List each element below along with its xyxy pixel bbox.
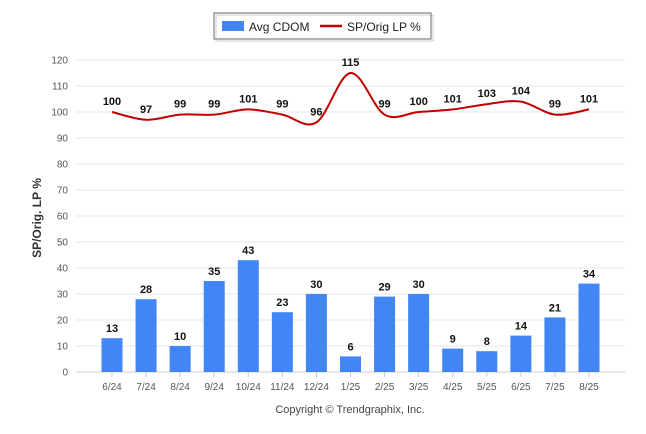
x-tick-label: 4/25 bbox=[443, 382, 463, 393]
bar bbox=[237, 260, 259, 372]
legend: Avg CDOM SP/Orig LP % bbox=[213, 12, 434, 42]
x-tick-label: 3/25 bbox=[409, 382, 429, 393]
bar-value-label: 13 bbox=[106, 323, 118, 335]
line-value-label: 100 bbox=[103, 96, 121, 108]
y-tick-label: 80 bbox=[57, 160, 69, 171]
x-tick-label: 2/25 bbox=[375, 382, 395, 393]
bar bbox=[476, 351, 498, 372]
bar-value-label: 10 bbox=[174, 331, 186, 343]
bar bbox=[135, 299, 157, 372]
line-value-label: 97 bbox=[140, 104, 152, 116]
bar-value-label: 43 bbox=[242, 245, 254, 257]
bar-value-label: 8 bbox=[484, 336, 490, 348]
bar bbox=[271, 312, 293, 372]
x-tick-label: 11/24 bbox=[270, 382, 295, 393]
bar bbox=[101, 338, 123, 372]
bar-data-labels: 13 28 10 35 43 23 30 6 29 30 9 8 14 21 34 bbox=[106, 245, 596, 353]
x-tick-label: 6/24 bbox=[102, 382, 122, 393]
bar-value-label: 14 bbox=[515, 321, 528, 333]
bar-value-label: 28 bbox=[140, 284, 152, 296]
line-value-label: 115 bbox=[342, 57, 360, 69]
x-tick-label: 8/24 bbox=[170, 382, 190, 393]
y-tick-label: 110 bbox=[52, 82, 68, 93]
line-value-label: 99 bbox=[276, 99, 288, 111]
bar-value-label: 6 bbox=[347, 341, 353, 353]
line-value-label: 101 bbox=[444, 93, 462, 105]
bar bbox=[374, 296, 396, 372]
line-value-label: 99 bbox=[208, 99, 220, 111]
y-tick-label: 20 bbox=[57, 316, 69, 327]
line-path bbox=[111, 72, 590, 126]
y-tick-label: 90 bbox=[57, 134, 69, 145]
x-tick-label: 8/25 bbox=[579, 382, 599, 393]
bar-value-label: 35 bbox=[208, 266, 220, 278]
legend-label-bar: Avg CDOM bbox=[249, 20, 309, 34]
bar bbox=[544, 317, 566, 372]
bar-value-label: 34 bbox=[583, 269, 596, 281]
line-data-labels: 100 97 99 99 101 99 96 115 99 100 101 103 104 99 101 bbox=[103, 57, 598, 118]
line-value-label: 103 bbox=[478, 88, 496, 100]
bar bbox=[578, 283, 600, 372]
line-value-label: 99 bbox=[549, 99, 561, 111]
legend-label-line: SP/Orig LP % bbox=[347, 20, 421, 34]
copyright-text: Copyright © Trendgraphix, Inc. bbox=[275, 404, 424, 416]
bar bbox=[510, 335, 532, 372]
x-tick-label: 5/25 bbox=[477, 382, 497, 393]
bar bbox=[203, 281, 225, 372]
legend-swatch-bar bbox=[222, 21, 244, 31]
bar bbox=[169, 346, 191, 372]
bar-value-label: 23 bbox=[276, 297, 288, 309]
y-axis-title: SP/Orig. LP % bbox=[30, 178, 44, 258]
y-axis-ticks: 0 10 20 30 40 50 60 70 80 90 100 110 120 bbox=[51, 56, 68, 379]
line-value-label: 104 bbox=[512, 86, 531, 98]
x-tick-label: 7/24 bbox=[136, 382, 156, 393]
line-value-label: 99 bbox=[174, 99, 186, 111]
x-tick-label: 12/24 bbox=[304, 382, 329, 393]
x-tick-label: 1/25 bbox=[341, 382, 361, 393]
bar-value-label: 21 bbox=[549, 302, 561, 314]
x-axis-ticks: 6/24 7/24 8/24 9/24 10/24 11/24 12/24 1/25 2/25 3… bbox=[102, 372, 599, 393]
y-tick-label: 70 bbox=[57, 186, 69, 197]
y-tick-label: 0 bbox=[62, 368, 68, 379]
bar-value-label: 29 bbox=[378, 282, 390, 294]
bar bbox=[408, 294, 430, 372]
line-series bbox=[111, 72, 590, 126]
y-tick-label: 10 bbox=[57, 342, 69, 353]
bar-value-label: 9 bbox=[450, 334, 456, 346]
x-tick-label: 6/25 bbox=[511, 382, 531, 393]
line-value-label: 101 bbox=[239, 93, 257, 105]
y-tick-label: 50 bbox=[57, 238, 69, 249]
bar-value-label: 30 bbox=[413, 279, 425, 291]
x-tick-label: 10/24 bbox=[236, 382, 261, 393]
bar-value-label: 30 bbox=[310, 279, 322, 291]
bar-series bbox=[101, 260, 600, 372]
bar bbox=[442, 348, 464, 372]
line-value-label: 99 bbox=[378, 99, 390, 111]
y-tick-label: 40 bbox=[57, 264, 69, 275]
grid-lines bbox=[76, 59, 625, 373]
line-value-label: 100 bbox=[409, 96, 427, 108]
bar bbox=[340, 356, 361, 372]
line-value-label: 101 bbox=[580, 93, 598, 105]
y-tick-label: 100 bbox=[51, 108, 68, 119]
y-tick-label: 30 bbox=[57, 290, 69, 301]
y-tick-label: 120 bbox=[51, 56, 68, 67]
y-tick-label: 60 bbox=[57, 212, 69, 223]
bar bbox=[305, 294, 327, 372]
x-tick-label: 9/24 bbox=[204, 382, 224, 393]
x-tick-label: 7/25 bbox=[545, 382, 565, 393]
line-value-label: 96 bbox=[310, 106, 322, 118]
